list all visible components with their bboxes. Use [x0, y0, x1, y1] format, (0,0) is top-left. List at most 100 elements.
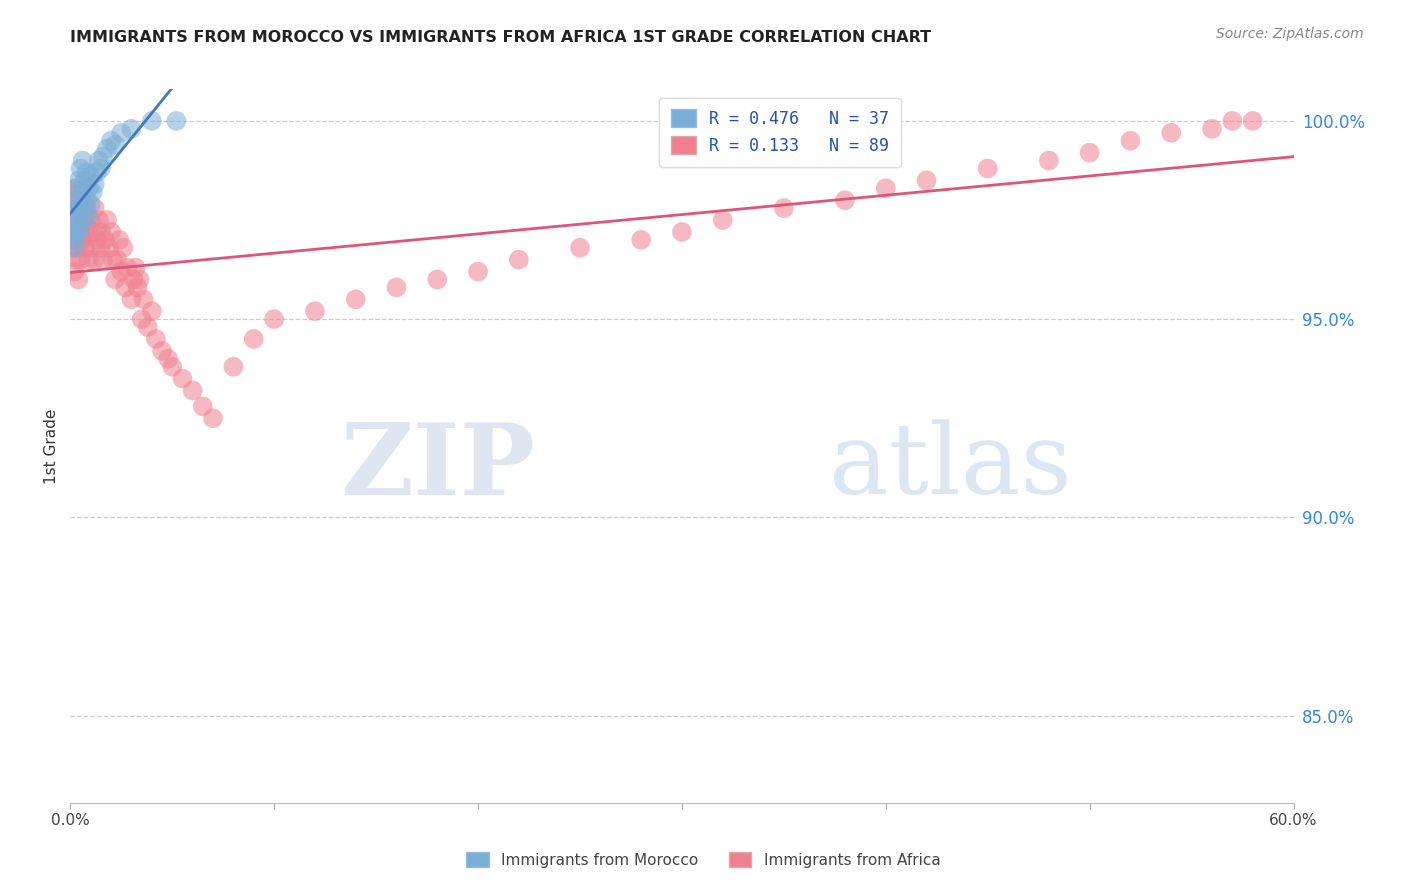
Point — [222, 359, 245, 374]
Point — [63, 201, 86, 215]
Text: atlas: atlas — [828, 419, 1071, 516]
Point — [90, 241, 112, 255]
Point — [69, 221, 91, 235]
Point — [73, 213, 96, 227]
Point — [86, 233, 108, 247]
Point — [67, 272, 90, 286]
Point — [67, 173, 90, 187]
Point — [165, 114, 187, 128]
Point — [112, 241, 135, 255]
Point — [67, 186, 90, 200]
Point — [73, 173, 96, 187]
Point — [67, 225, 90, 239]
Point — [181, 384, 204, 398]
Point — [65, 252, 87, 267]
Point — [82, 186, 104, 200]
Point — [63, 233, 86, 247]
Point — [77, 221, 100, 235]
Point — [77, 181, 100, 195]
Point — [63, 213, 86, 227]
Point — [67, 241, 90, 255]
Point — [72, 153, 94, 168]
Point — [191, 400, 214, 414]
Point — [72, 181, 94, 195]
Point — [1078, 145, 1101, 160]
Point — [67, 213, 90, 227]
Point — [79, 241, 103, 255]
Point — [67, 201, 90, 215]
Point — [121, 121, 143, 136]
Text: IMMIGRANTS FROM MOROCCO VS IMMIGRANTS FROM AFRICA 1ST GRADE CORRELATION CHART: IMMIGRANTS FROM MOROCCO VS IMMIGRANTS FR… — [70, 29, 931, 45]
Point — [91, 252, 114, 267]
Point — [69, 225, 91, 239]
Point — [304, 304, 326, 318]
Point — [72, 186, 94, 200]
Point — [72, 213, 94, 227]
Point — [76, 165, 98, 179]
Point — [63, 181, 86, 195]
Point — [69, 201, 91, 215]
Point — [150, 343, 173, 358]
Point — [110, 126, 132, 140]
Point — [162, 359, 183, 374]
Point — [65, 233, 87, 247]
Point — [65, 193, 87, 207]
Legend: R = 0.476   N = 37, R = 0.133   N = 89: R = 0.476 N = 37, R = 0.133 N = 89 — [659, 97, 901, 167]
Point — [569, 241, 592, 255]
Point — [773, 201, 796, 215]
Point — [79, 169, 103, 184]
Point — [141, 114, 163, 128]
Point — [90, 161, 112, 176]
Point — [122, 272, 145, 286]
Point — [1160, 126, 1182, 140]
Point — [65, 225, 87, 239]
Point — [83, 201, 105, 215]
Point — [467, 264, 489, 278]
Legend: Immigrants from Morocco, Immigrants from Africa: Immigrants from Morocco, Immigrants from… — [458, 844, 948, 875]
Point — [1119, 134, 1142, 148]
Point — [711, 213, 734, 227]
Point — [128, 272, 150, 286]
Point — [110, 264, 132, 278]
Point — [63, 264, 86, 278]
Point — [117, 260, 139, 275]
Point — [63, 193, 86, 207]
Point — [83, 252, 105, 267]
Point — [69, 161, 91, 176]
Point — [72, 209, 94, 223]
Point — [145, 332, 167, 346]
Point — [65, 181, 87, 195]
Point — [104, 137, 127, 152]
Point — [96, 213, 118, 227]
Point — [977, 161, 1000, 176]
Point — [101, 252, 124, 267]
Point — [76, 228, 98, 243]
Point — [73, 241, 96, 255]
Point — [385, 280, 408, 294]
Point — [1038, 153, 1060, 168]
Text: Source: ZipAtlas.com: Source: ZipAtlas.com — [1216, 27, 1364, 41]
Point — [60, 241, 83, 255]
Point — [79, 197, 103, 211]
Point — [671, 225, 693, 239]
Point — [60, 225, 83, 239]
Point — [630, 233, 652, 247]
Point — [60, 213, 83, 227]
Point — [105, 252, 128, 267]
Point — [124, 260, 146, 275]
Point — [243, 332, 266, 346]
Point — [87, 213, 110, 227]
Point — [834, 193, 856, 207]
Point — [77, 209, 100, 223]
Point — [91, 150, 114, 164]
Point — [100, 134, 122, 148]
Point — [263, 312, 285, 326]
Point — [508, 252, 530, 267]
Y-axis label: 1st Grade: 1st Grade — [44, 409, 59, 483]
Point — [915, 173, 938, 187]
Point — [1241, 114, 1264, 128]
Point — [426, 272, 449, 286]
Point — [76, 201, 98, 215]
Point — [127, 280, 149, 294]
Point — [63, 241, 86, 255]
